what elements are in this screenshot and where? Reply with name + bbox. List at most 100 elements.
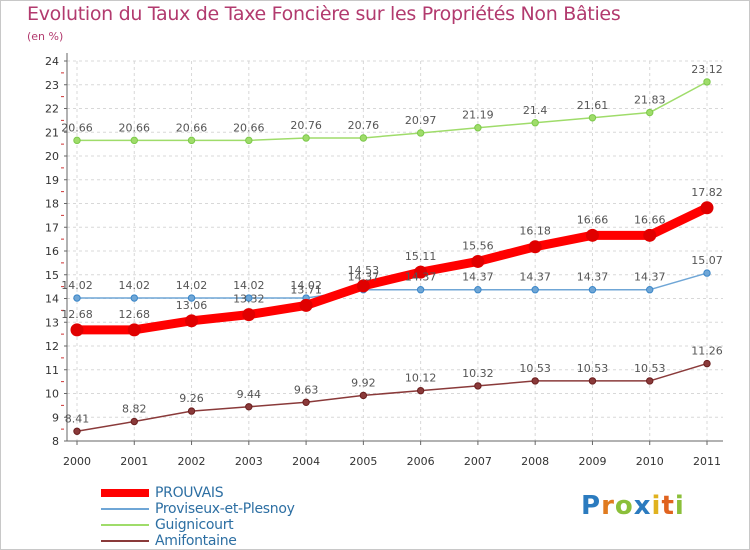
data-label: 20.97 <box>405 114 437 127</box>
logo-letter: i <box>651 491 662 521</box>
data-label: 16.18 <box>519 225 551 238</box>
legend-swatch-proviseux <box>101 508 149 510</box>
y-tick-label: 20 <box>45 150 59 163</box>
legend-swatch-prouvais <box>101 489 149 497</box>
data-point <box>127 323 141 337</box>
y-tick-label: 14 <box>45 293 59 306</box>
series-line <box>76 81 708 142</box>
data-label: 14.37 <box>405 271 437 284</box>
data-label: 10.32 <box>462 367 494 380</box>
data-point <box>130 417 138 426</box>
data-label: 17.82 <box>691 186 723 199</box>
y-tick-label: 19 <box>45 174 59 187</box>
data-point <box>646 108 654 117</box>
proxiti-logo: Proxiti <box>581 491 685 521</box>
data-point <box>531 377 539 385</box>
data-label: 23.12 <box>691 63 723 76</box>
logo-letter: x <box>633 491 652 521</box>
data-point <box>531 286 539 294</box>
y-tick-label: 24 <box>45 55 59 68</box>
data-point <box>416 386 425 395</box>
x-tick-label: 2001 <box>120 455 148 468</box>
data-point <box>474 286 482 294</box>
data-label: 13.06 <box>176 299 208 312</box>
data-point <box>414 265 428 279</box>
legend-swatch-amifontaine <box>101 540 149 542</box>
logo-letter: r <box>601 491 615 521</box>
y-tick-label: 16 <box>45 245 59 258</box>
data-label: 15.56 <box>462 239 494 252</box>
data-label: 14.37 <box>519 271 551 284</box>
data-point <box>471 254 485 268</box>
data-point <box>73 427 81 435</box>
legend-label-amifontaine: Amifontaine <box>155 533 237 549</box>
data-label: 9.92 <box>351 376 376 389</box>
data-label: 21.83 <box>634 94 666 107</box>
x-tick-label: 2008 <box>521 455 549 468</box>
unit-label: (en %) <box>27 30 64 43</box>
data-label: 11.26 <box>691 345 723 358</box>
y-tick-label: 18 <box>45 198 59 211</box>
data-point <box>588 377 597 385</box>
data-label: 12.68 <box>119 308 151 321</box>
data-point <box>474 124 482 132</box>
data-label: 16.66 <box>577 213 609 226</box>
series-prouvais <box>70 201 714 337</box>
data-point <box>588 114 597 122</box>
data-point <box>302 398 310 406</box>
data-label: 14.02 <box>119 279 151 292</box>
y-tick-label: 22 <box>45 103 59 116</box>
data-label: 20.66 <box>61 121 93 134</box>
series-line <box>72 203 712 335</box>
data-label: 14.02 <box>61 279 93 292</box>
logo-letter: i <box>674 491 685 521</box>
x-tick-label: 2002 <box>178 455 206 468</box>
legend-swatch-guignicourt <box>101 524 149 526</box>
y-tick-label: 8 <box>52 435 59 448</box>
data-label: 20.76 <box>348 119 380 132</box>
series-layer <box>70 78 714 435</box>
data-point <box>646 286 654 294</box>
data-point <box>474 382 482 390</box>
series-line <box>76 272 708 299</box>
series-amifontaine <box>73 359 711 435</box>
data-label: 14.02 <box>176 279 208 292</box>
data-label: 10.53 <box>577 362 609 375</box>
data-point <box>73 136 81 145</box>
data-label: 12.68 <box>61 308 93 321</box>
data-point <box>359 134 368 142</box>
data-label: 20.66 <box>119 121 151 134</box>
x-tick-label: 2003 <box>235 455 263 468</box>
y-tick-label: 23 <box>45 79 59 92</box>
x-tick-label: 2000 <box>63 455 91 468</box>
data-label: 20.76 <box>290 119 322 132</box>
data-label: 10.12 <box>405 372 437 385</box>
y-tick-label: 11 <box>45 364 59 377</box>
data-label: 14.02 <box>233 279 265 292</box>
data-point <box>245 136 253 145</box>
data-label: 9.44 <box>237 388 262 401</box>
data-point <box>130 136 138 145</box>
data-label: 9.63 <box>294 383 319 396</box>
data-point <box>70 323 84 337</box>
y-tick-label: 9 <box>52 411 59 424</box>
legend-label-prouvais: PROUVAIS <box>155 485 224 501</box>
data-label: 10.53 <box>519 362 551 375</box>
data-label: 15.11 <box>405 250 437 263</box>
data-label: 21.61 <box>577 99 609 112</box>
y-tick-label: 12 <box>45 340 59 353</box>
x-tick-label: 2011 <box>693 455 721 468</box>
data-point <box>356 279 370 293</box>
data-label: 8.41 <box>65 412 90 425</box>
data-label: 14.37 <box>634 271 666 284</box>
chart-title: Evolution du Taux de Taxe Foncière sur l… <box>27 3 621 25</box>
y-tick-label: 13 <box>45 316 59 329</box>
data-label: 16.66 <box>634 213 666 226</box>
x-tick-label: 2009 <box>578 455 606 468</box>
data-label: 15.07 <box>691 254 723 267</box>
data-label: 13.32 <box>233 293 265 306</box>
data-point <box>416 286 425 294</box>
data-point <box>359 391 368 400</box>
